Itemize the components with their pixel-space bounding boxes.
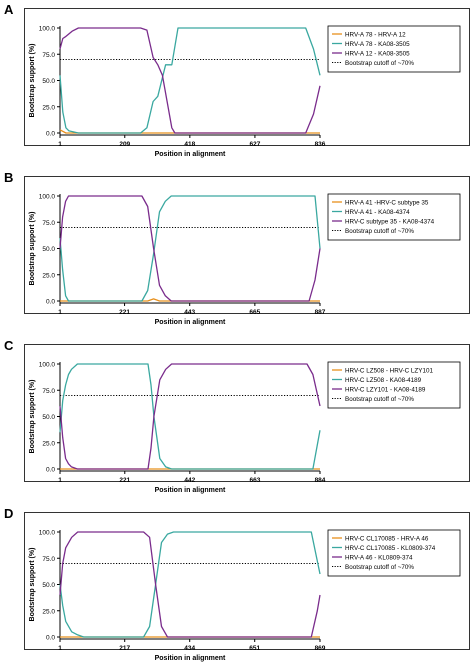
y-axis-label: Bootstrap support (%) (29, 548, 36, 622)
panel-frame-d (24, 512, 470, 650)
legend-label: HRV-C LZ508 - HRV-C LZY101 (345, 367, 433, 374)
y-tick-label: 75.0 (42, 52, 55, 59)
panel-letter-c: C (4, 338, 14, 353)
series-line-3 (59, 27, 321, 134)
legend-label: HRV-C CL170085 - KL0809-374 (345, 545, 436, 552)
x-tick-label: 221 (119, 477, 130, 484)
y-tick-label: 25.0 (42, 104, 55, 111)
y-tick-label: 100.0 (39, 530, 56, 537)
y-tick-label: 100.0 (39, 26, 56, 33)
chart-panel-b: 0.0 25.0 50.0 75.0 100.0 1 221 443 665 887 Bootstr… (29, 193, 461, 326)
y-tick-label: 75.0 (42, 556, 55, 563)
x-tick-label: 1 (58, 309, 62, 316)
x-tick-label: 651 (249, 645, 260, 652)
x-tick-label: 884 (315, 477, 326, 484)
y-tick-label: 50.0 (42, 582, 55, 589)
y-tick-label: 25.0 (42, 272, 55, 279)
x-tick-label: 221 (119, 309, 130, 316)
y-axis-label: Bootstrap support (%) (29, 44, 36, 118)
x-tick-label: 663 (249, 477, 260, 484)
series-line-2 (59, 27, 321, 134)
legend-label: HRV-A 12 - KA08-3505 (345, 50, 410, 57)
x-tick-label: 434 (184, 645, 195, 652)
series-line-3 (59, 195, 321, 302)
legend-label: Bootstrap cutoff of ~70% (345, 228, 414, 235)
y-tick-label: 100.0 (39, 194, 56, 201)
x-tick-label: 836 (315, 141, 326, 148)
x-axis-label: Position in alignment (155, 151, 226, 158)
chart-panel-a: 0.0 25.0 50.0 75.0 100.0 1 209 418 627 836 Bootstr… (29, 25, 461, 158)
legend-label: HRV-C subtype 35 - KA08-4374 (345, 218, 435, 225)
x-tick-label: 217 (119, 645, 130, 652)
y-tick-label: 50.0 (42, 78, 55, 85)
panel-letter-a: A (4, 2, 14, 17)
x-tick-label: 209 (119, 141, 130, 148)
x-tick-label: 665 (249, 309, 260, 316)
legend-box (327, 193, 461, 241)
legend-label: HRV-A 46 - KL0809-374 (345, 554, 413, 561)
y-axis-label: Bootstrap support (%) (29, 212, 36, 286)
y-tick-label: 0.0 (46, 467, 55, 474)
series-line-2 (59, 531, 321, 638)
series-line-3 (59, 363, 321, 470)
y-tick-label: 0.0 (46, 635, 55, 642)
legend-box (327, 529, 461, 577)
series-line-3 (59, 531, 321, 638)
legend-label: HRV-A 78 - HRV-A 12 (345, 31, 406, 38)
chart-panel-d: 0.0 25.0 50.0 75.0 100.0 1 217 434 651 869 Bootstr… (29, 529, 461, 662)
x-tick-label: 443 (184, 309, 195, 316)
y-tick-label: 25.0 (42, 440, 55, 447)
x-tick-label: 442 (184, 477, 195, 484)
legend-label: HRV-C LZ508 - KA08-4189 (345, 377, 422, 384)
x-tick-label: 418 (184, 141, 195, 148)
legend-label: HRV-A 78 - KA08-3505 (345, 41, 410, 48)
x-tick-label: 627 (249, 141, 260, 148)
chart-panel-c: 0.0 25.0 50.0 75.0 100.0 1 221 442 663 884 Bootstr… (29, 361, 461, 494)
panel-frame-a (24, 8, 470, 146)
panel-frame-b (24, 176, 470, 314)
y-tick-label: 50.0 (42, 414, 55, 421)
x-axis-label: Position in alignment (155, 655, 226, 662)
y-tick-label: 25.0 (42, 608, 55, 615)
panel-letter-d: D (4, 506, 14, 521)
legend-label: HRV-C LZY101 - KA08-4189 (345, 386, 426, 393)
legend-label: Bootstrap cutoff of ~70% (345, 396, 414, 403)
series-line-2 (59, 363, 321, 470)
y-tick-label: 75.0 (42, 220, 55, 227)
x-tick-label: 869 (315, 645, 326, 652)
legend-label: HRV-A 41 -HRV-C subtype 35 (345, 199, 429, 206)
y-tick-label: 0.0 (46, 131, 55, 138)
x-tick-label: 1 (58, 477, 62, 484)
legend-label: Bootstrap cutoff of ~70% (345, 60, 414, 67)
x-axis-label: Position in alignment (155, 487, 226, 494)
y-tick-label: 0.0 (46, 299, 55, 306)
legend-label: Bootstrap cutoff of ~70% (345, 564, 414, 571)
y-tick-label: 75.0 (42, 388, 55, 395)
series-line-2 (59, 195, 321, 302)
x-tick-label: 1 (58, 141, 62, 148)
x-tick-label: 887 (315, 309, 326, 316)
x-axis-label: Position in alignment (155, 319, 226, 326)
legend-box (327, 361, 461, 409)
panel-frame-c (24, 344, 470, 482)
legend-label: HRV-A 41 - KA08-4374 (345, 209, 410, 216)
legend-box (327, 25, 461, 73)
y-tick-label: 50.0 (42, 246, 55, 253)
panel-letter-b: B (4, 170, 14, 185)
y-axis-label: Bootstrap support (%) (29, 380, 36, 454)
y-tick-label: 100.0 (39, 362, 56, 369)
legend-label: HRV-C CL170085 - HRV-A 46 (345, 535, 429, 542)
x-tick-label: 1 (58, 645, 62, 652)
